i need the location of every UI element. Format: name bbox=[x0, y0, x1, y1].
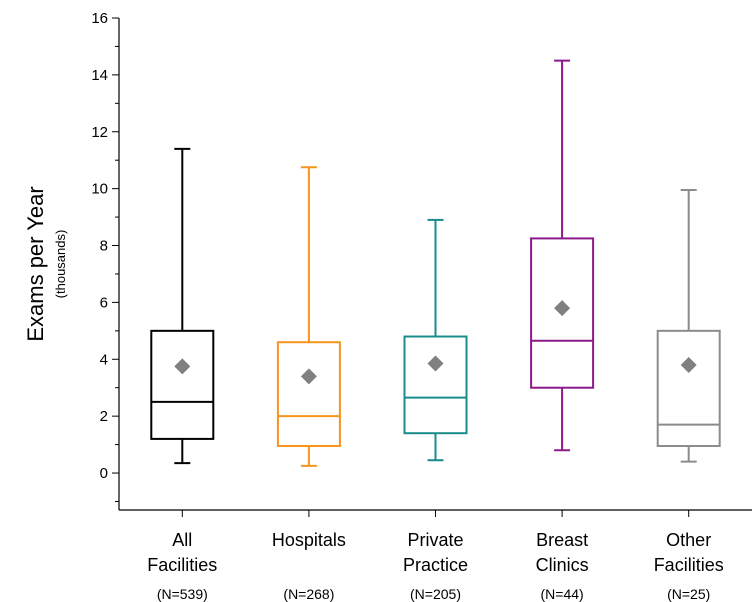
box-group bbox=[403, 218, 468, 462]
x-category-label: Facilities bbox=[147, 555, 217, 575]
box bbox=[656, 329, 721, 448]
mean-marker bbox=[174, 358, 191, 375]
box bbox=[403, 335, 468, 435]
x-category-count: (N=539) bbox=[157, 586, 208, 602]
box-group bbox=[530, 59, 595, 452]
y-tick-label: 6 bbox=[100, 294, 108, 311]
x-category-label: Breast bbox=[536, 530, 588, 550]
box-group bbox=[150, 147, 215, 465]
box bbox=[276, 341, 341, 448]
box bbox=[150, 329, 215, 440]
box-group bbox=[276, 166, 341, 467]
y-tick-label: 4 bbox=[100, 351, 108, 368]
x-category-label: Clinics bbox=[536, 555, 589, 575]
x-axis-labels: All Facilities (N=539) Hospitals (N=268) Priv… bbox=[147, 530, 723, 602]
x-category-count: (N=44) bbox=[541, 586, 584, 602]
mean-marker bbox=[680, 356, 697, 373]
mean-marker bbox=[300, 368, 317, 385]
y-tick-label: 0 bbox=[100, 465, 108, 482]
means bbox=[174, 300, 697, 385]
x-category-count: (N=205) bbox=[410, 586, 461, 602]
x-category-label: Hospitals bbox=[272, 530, 346, 550]
y-axis-label: Exams per Year bbox=[23, 186, 48, 341]
y-axis-sublabel: (thousands) bbox=[53, 230, 68, 299]
y-tick-label: 10 bbox=[91, 181, 108, 198]
x-category-label: Facilities bbox=[654, 555, 724, 575]
mean-marker bbox=[554, 300, 571, 317]
y-tick-label: 12 bbox=[91, 124, 108, 141]
x-category-label: Other bbox=[666, 530, 711, 550]
y-tick-label: 2 bbox=[100, 408, 108, 425]
x-category-label: All bbox=[172, 530, 192, 550]
y-tick-label: 14 bbox=[91, 67, 108, 84]
x-category-count: (N=25) bbox=[667, 586, 710, 602]
y-tick-label: 8 bbox=[100, 238, 108, 255]
axes: 0 2 4 6 8 10 12 14 16 bbox=[91, 10, 752, 517]
x-category-count: (N=268) bbox=[283, 586, 334, 602]
x-category-label: Private bbox=[407, 530, 463, 550]
y-tick-label: 16 bbox=[91, 10, 108, 27]
x-category-label: Practice bbox=[403, 555, 468, 575]
boxes bbox=[150, 59, 721, 467]
mean-marker bbox=[427, 355, 444, 372]
box-group bbox=[656, 189, 721, 463]
